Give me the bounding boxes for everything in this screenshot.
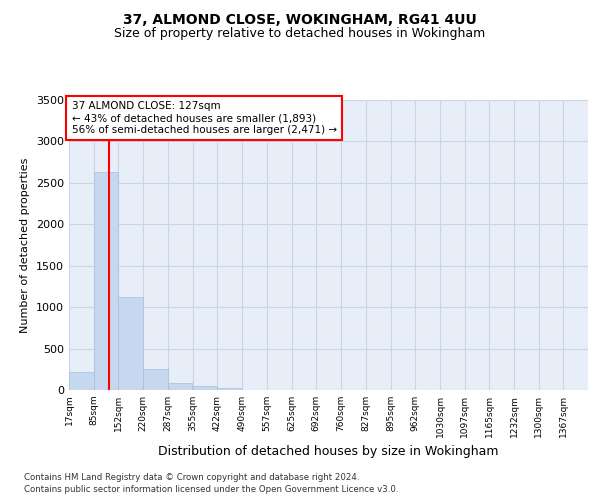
Bar <box>168 382 193 390</box>
Text: Size of property relative to detached houses in Wokingham: Size of property relative to detached ho… <box>115 28 485 40</box>
Bar <box>143 370 168 390</box>
Bar <box>193 386 217 390</box>
Text: Contains public sector information licensed under the Open Government Licence v3: Contains public sector information licen… <box>24 485 398 494</box>
Y-axis label: Number of detached properties: Number of detached properties <box>20 158 31 332</box>
Bar <box>94 172 118 390</box>
Bar <box>217 388 242 390</box>
Text: 37, ALMOND CLOSE, WOKINGHAM, RG41 4UU: 37, ALMOND CLOSE, WOKINGHAM, RG41 4UU <box>123 12 477 26</box>
Text: Contains HM Land Registry data © Crown copyright and database right 2024.: Contains HM Land Registry data © Crown c… <box>24 472 359 482</box>
X-axis label: Distribution of detached houses by size in Wokingham: Distribution of detached houses by size … <box>158 446 499 458</box>
Bar <box>118 297 143 390</box>
Text: 37 ALMOND CLOSE: 127sqm
← 43% of detached houses are smaller (1,893)
56% of semi: 37 ALMOND CLOSE: 127sqm ← 43% of detache… <box>71 102 337 134</box>
Bar <box>69 372 94 390</box>
